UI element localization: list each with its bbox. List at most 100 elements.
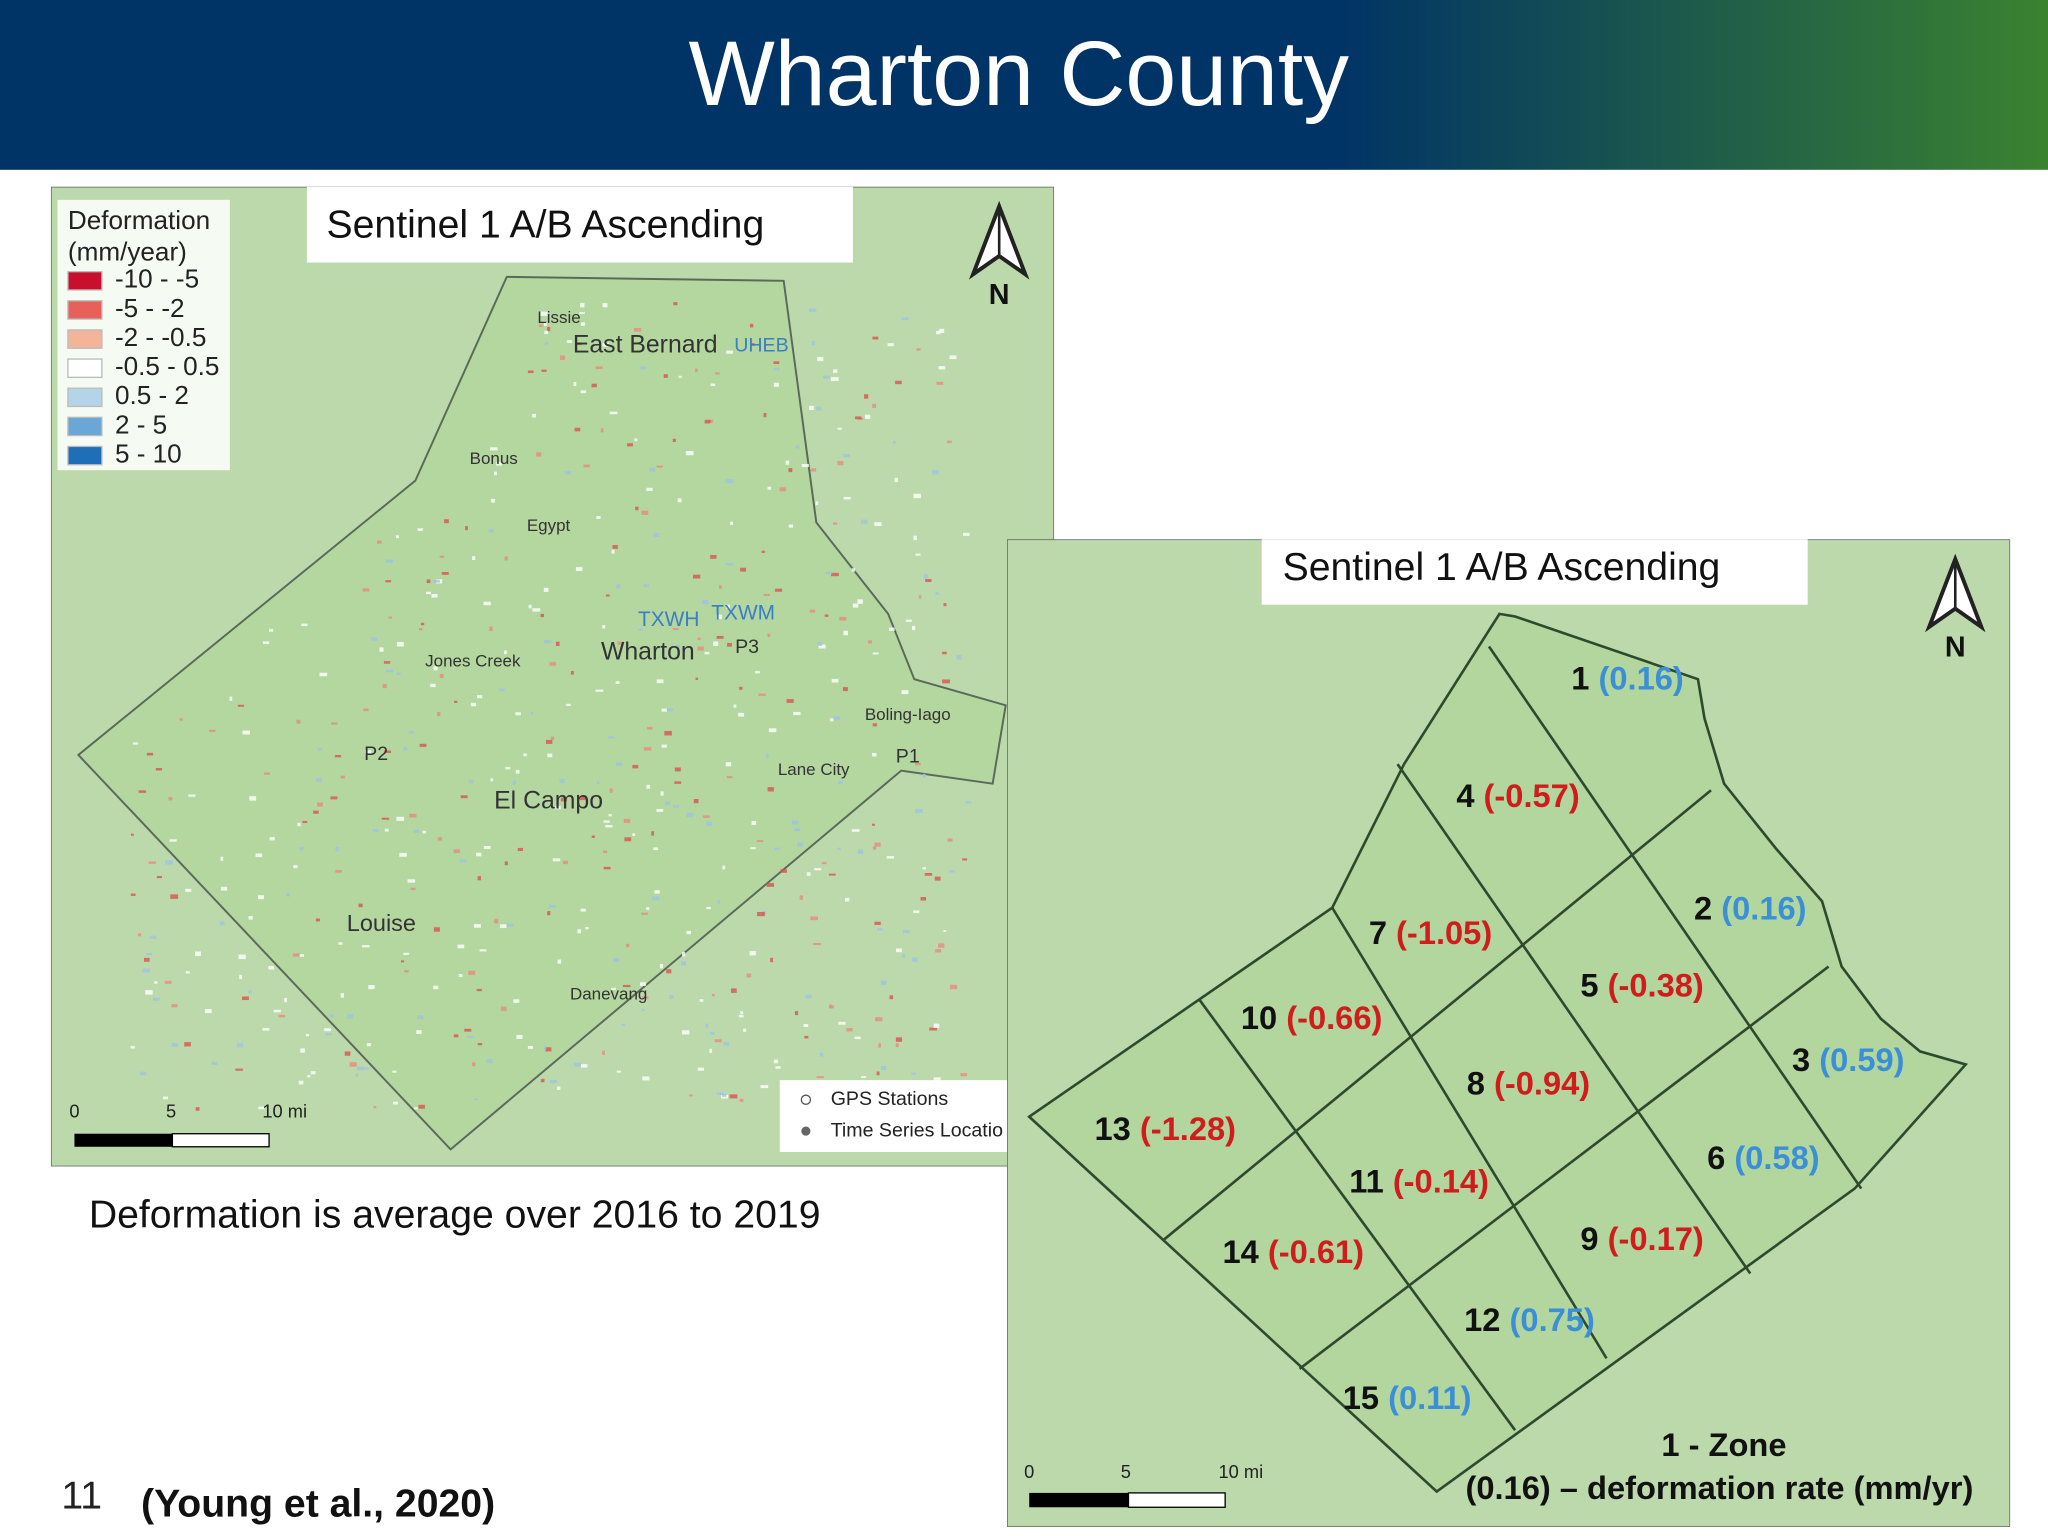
zone-rate: (0.58) — [1734, 1138, 1819, 1175]
legend-label: -10 - -5 — [115, 264, 199, 294]
zone-label: 4 (-0.57) — [1456, 777, 1579, 814]
zone-number: 4 — [1456, 777, 1474, 814]
header-band — [0, 0, 2048, 170]
zone-number: 12 — [1464, 1300, 1500, 1337]
north-label: N — [1945, 632, 1966, 664]
citation: (Young et al., 2020) — [141, 1482, 495, 1525]
zone-number: 1 — [1571, 659, 1589, 696]
gps-symbol — [800, 1094, 812, 1105]
zone-number: 15 — [1343, 1379, 1379, 1416]
legend-swatch — [67, 300, 103, 320]
zone-rate: (0.59) — [1819, 1041, 1904, 1078]
place-label: Egypt — [527, 516, 571, 535]
key-zone: 1 - Zone — [1661, 1426, 1786, 1463]
left-map: Sentinel 1 A/B Ascending N Deformation(m… — [50, 186, 1055, 1167]
zone-number: 14 — [1223, 1233, 1259, 1270]
scale-label: 0 — [69, 1101, 79, 1122]
place-label: P2 — [364, 743, 388, 765]
scale-label: 5 — [166, 1101, 176, 1122]
place-label: UHEB — [734, 334, 788, 356]
legend-swatch — [67, 387, 103, 408]
north-label: N — [989, 279, 1010, 311]
zone-rate: (-0.57) — [1484, 777, 1580, 814]
place-label: Danevang — [570, 985, 647, 1004]
zone-label: 10 (-0.66) — [1241, 999, 1383, 1036]
zone-label: 2 (0.16) — [1694, 889, 1807, 926]
north-arrow: N — [1925, 553, 1986, 664]
place-label: Jones Creek — [425, 652, 521, 671]
zone-label: 13 (-1.28) — [1095, 1110, 1237, 1147]
scale-label: 0 — [1024, 1461, 1034, 1482]
slide-title: Wharton County — [689, 23, 1350, 125]
place-label: P3 — [735, 636, 759, 658]
zone-number: 8 — [1467, 1064, 1485, 1101]
zone-rate: (-1.28) — [1140, 1110, 1236, 1147]
place-label: Lane City — [778, 760, 850, 779]
zone-number: 10 — [1241, 999, 1277, 1036]
legend-swatch — [67, 271, 103, 291]
zone-rate: (0.11) — [1388, 1379, 1471, 1416]
zone-number: 2 — [1694, 889, 1712, 926]
legend-swatch — [67, 445, 103, 466]
zone-number: 3 — [1792, 1041, 1810, 1078]
place-label: El Campo — [494, 788, 603, 815]
zone-number: 7 — [1369, 914, 1387, 951]
zone-label: 3 (0.59) — [1792, 1041, 1905, 1078]
key-rate: (0.16) – deformation rate (mm/yr) — [1465, 1469, 1973, 1506]
page-number: 11 — [61, 1474, 102, 1517]
place-label: Lissie — [537, 308, 580, 327]
legend-label: -5 - -2 — [115, 293, 185, 323]
place-label: Bonus — [470, 449, 518, 468]
point-legend-label: Time Series Locatio — [831, 1119, 1003, 1141]
legend-label: 5 - 10 — [115, 438, 182, 468]
zone-rate: (0.75) — [1510, 1300, 1595, 1337]
zone-label: 8 (-0.94) — [1467, 1064, 1590, 1101]
map-caption: Sentinel 1 A/B Ascending — [1283, 546, 1721, 589]
scale-label: 10 mi — [262, 1101, 307, 1122]
zone-label: 15 (0.11) — [1343, 1379, 1472, 1416]
zone-rate: (-0.38) — [1608, 966, 1704, 1003]
caption-box — [306, 186, 853, 263]
scale-bar — [74, 1133, 173, 1147]
legend-title: Deformation — [68, 205, 210, 235]
caption: Deformation is average over 2016 to 2019 — [89, 1194, 821, 1237]
zone-rate: (-0.14) — [1393, 1162, 1489, 1199]
zone-number: 9 — [1580, 1219, 1598, 1256]
place-label: P1 — [896, 746, 920, 768]
zone-label: 11 (-0.14) — [1349, 1162, 1489, 1199]
zone-grid — [1161, 645, 1863, 1431]
legend-label: 0.5 - 2 — [115, 380, 189, 410]
place-label: Boling-Iago — [865, 705, 951, 724]
zone-rate: (0.16) — [1721, 889, 1806, 926]
place-label: Louise — [347, 910, 416, 936]
zone-label: 5 (-0.38) — [1580, 966, 1703, 1003]
place-label: East Bernard — [573, 332, 718, 359]
zone-outline — [1027, 612, 1969, 1494]
point-legend-label: GPS Stations — [831, 1088, 949, 1110]
zone-label: 6 (0.58) — [1707, 1138, 1820, 1175]
legend-swatch — [67, 329, 103, 349]
zone-label: 9 (-0.17) — [1580, 1219, 1703, 1256]
zone-number: 13 — [1095, 1110, 1131, 1147]
legend-swatch — [67, 416, 103, 437]
place-label: Wharton — [601, 639, 695, 666]
scale-bar — [171, 1133, 270, 1148]
legend-swatch — [67, 358, 103, 378]
zone-labels: 1 (0.16)2 (0.16)3 (0.59)4 (-0.57)5 (-0.3… — [1095, 659, 1905, 1416]
zone-rate: (-0.94) — [1494, 1064, 1590, 1101]
scale-label: 10 mi — [1218, 1461, 1263, 1482]
zone-rate: (0.16) — [1598, 659, 1683, 696]
timeseries-symbol — [801, 1126, 811, 1136]
county-outline — [76, 275, 1007, 1151]
legend-label: 2 - 5 — [115, 409, 167, 439]
zone-rate: (-1.05) — [1396, 914, 1492, 951]
zone-number: 6 — [1707, 1138, 1725, 1175]
north-arrow: N — [968, 200, 1030, 311]
scale-bar — [1029, 1492, 1129, 1508]
zone-rate: (-0.61) — [1268, 1233, 1364, 1270]
zone-number: 5 — [1580, 966, 1598, 1003]
scale-label: 5 — [1121, 1461, 1131, 1482]
legend-label: -0.5 - 0.5 — [115, 351, 220, 381]
